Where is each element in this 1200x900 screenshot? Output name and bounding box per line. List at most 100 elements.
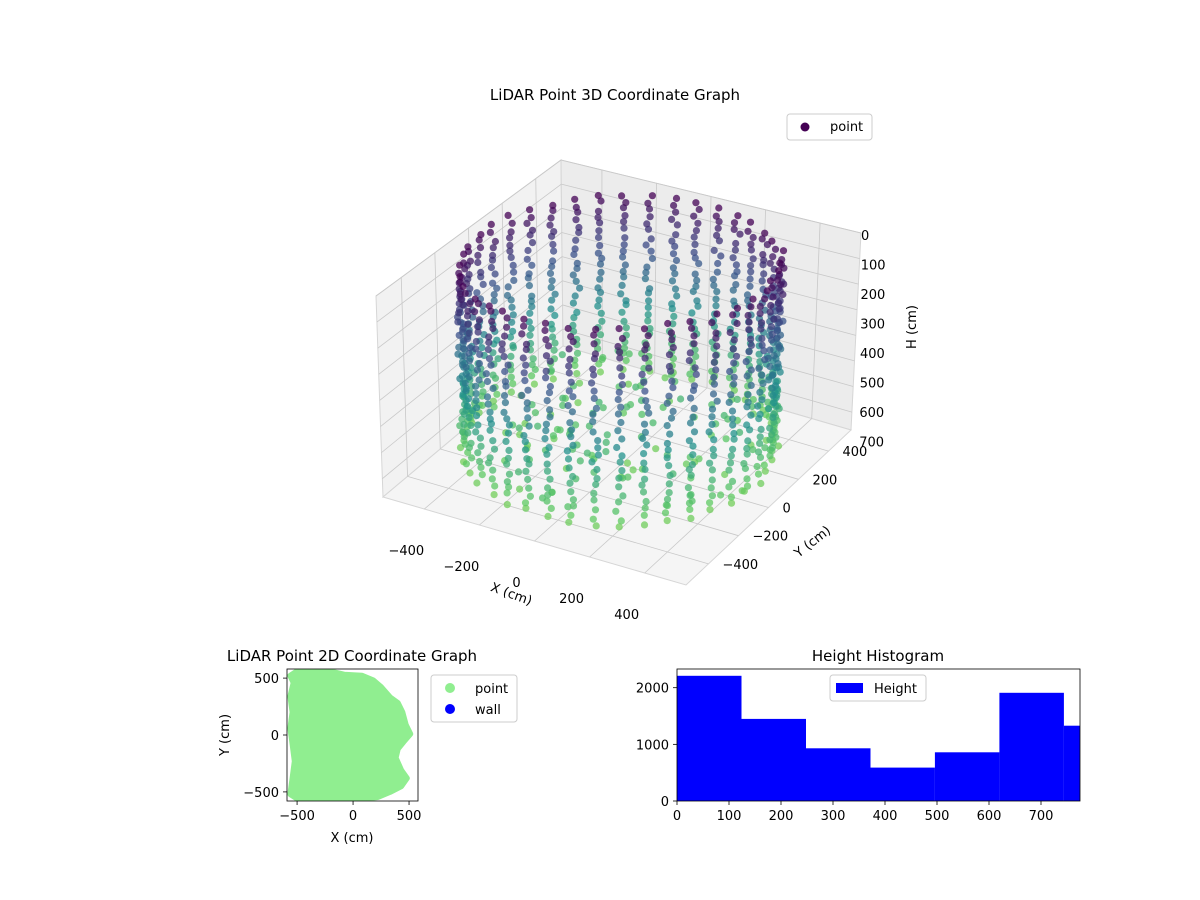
chart-3d-point (597, 268, 605, 276)
chart-3d-point (694, 302, 702, 310)
chart-3d-point (525, 270, 533, 278)
chart-3d-point (594, 191, 602, 200)
chart-3d-ztick-label: 200 (861, 288, 886, 303)
chart-3d-point (591, 350, 600, 358)
chart-3d-point (523, 399, 531, 407)
chart-3d-point (465, 357, 474, 365)
chart-3d-point (519, 354, 527, 362)
chart-3d-point (501, 367, 509, 376)
chart-3d-point (454, 318, 462, 326)
chart-3d-point (489, 384, 497, 392)
chart-3d-point (620, 224, 628, 232)
chart-3d-point (528, 372, 536, 380)
chart-3d-point (612, 507, 620, 515)
chart-3d-point (465, 271, 473, 279)
chart-3d-point (757, 425, 765, 433)
chart-2d-xlabel: X (cm) (331, 831, 374, 846)
chart-3d-point (589, 410, 597, 419)
chart-3d-point (689, 413, 697, 421)
chart-3d-point (749, 255, 757, 263)
chart-3d-gridline-y (407, 476, 709, 565)
chart-3d-point (461, 265, 469, 273)
chart-3d-point (768, 336, 776, 344)
chart-3d-point (490, 491, 498, 499)
chart-3d-point (571, 245, 579, 253)
chart-3d-point (615, 483, 623, 491)
chart-3d-point (712, 334, 720, 342)
chart-3d-point (455, 309, 463, 317)
chart-3d-point (747, 268, 755, 276)
chart-3d-ztick-label: 100 (861, 259, 886, 274)
chart-3d-point (776, 259, 784, 267)
chart-3d-gridline-y (400, 277, 408, 477)
chart-histogram-bar (806, 748, 871, 801)
chart-3d-point (731, 246, 740, 254)
chart-3d-point (566, 355, 574, 363)
chart-3d-point (563, 447, 572, 455)
chart-3d-point (708, 413, 716, 421)
chart-3d-point (597, 197, 605, 205)
chart-3d-point (713, 231, 721, 239)
chart-3d-point (503, 323, 511, 331)
chart-3d-point (504, 454, 512, 462)
chart-3d-point (691, 254, 699, 262)
chart-3d-point (521, 499, 530, 507)
chart-3d-point (507, 352, 515, 360)
chart-3d-point (594, 437, 602, 445)
chart-3d-point (758, 277, 766, 285)
chart-3d-point (590, 489, 598, 497)
chart-3d-point (616, 354, 624, 362)
chart-3d-point (544, 342, 553, 350)
chart-3d-point (619, 267, 627, 276)
chart-3d-point (624, 380, 633, 388)
chart-3d-point (648, 254, 657, 263)
chart-3d-point (684, 484, 693, 492)
chart-3d-point (747, 240, 755, 248)
chart-3d-point (602, 438, 610, 446)
chart-3d-point (641, 465, 649, 474)
chart-3d-point (475, 359, 483, 368)
chart-3d-point (755, 448, 763, 456)
chart-3d-point (743, 450, 751, 458)
chart-3d-point (524, 386, 532, 394)
chart-3d-point (505, 470, 514, 478)
chart-3d-point (522, 340, 531, 348)
chart-3d-point (547, 305, 555, 313)
chart-3d-point (472, 337, 480, 346)
chart-3d-gridline-z (562, 304, 854, 387)
chart-3d-gridline-y (538, 366, 829, 452)
chart-3d-point (523, 455, 531, 463)
chart-3d-point (666, 430, 674, 438)
chart-3d-point (456, 261, 464, 269)
chart-3d-point (665, 480, 673, 488)
chart-3d-ytick-label: 0 (783, 502, 791, 517)
chart-3d-point (589, 418, 597, 426)
chart-3d-point (690, 382, 699, 390)
chart-3d-point (710, 281, 718, 289)
chart-3d-point (726, 459, 735, 467)
chart-3d-point (569, 441, 577, 449)
chart-3d-point (759, 251, 767, 259)
chart-3d-point (485, 302, 493, 310)
chart-3d-point (779, 290, 787, 299)
chart-3d-point (615, 523, 623, 531)
chart-3d-point (477, 268, 485, 276)
chart-3d-point (620, 317, 628, 325)
chart-histogram-ytick-label: 0 (661, 795, 669, 810)
chart-3d-point (568, 426, 576, 434)
chart-3d-point (640, 511, 648, 519)
chart-3d-point (743, 291, 752, 299)
chart-3d-point (503, 314, 511, 322)
chart-3d-point (542, 367, 550, 375)
chart-3d-point (565, 369, 573, 377)
chart-3d-point (734, 212, 742, 220)
chart-3d-title: LiDAR Point 3D Coordinate Graph (490, 86, 740, 104)
chart-3d-point (522, 504, 530, 512)
chart-3d-point (520, 432, 528, 440)
chart-3d-point (583, 449, 591, 457)
chart-3d-point (548, 262, 556, 271)
chart-3d-point (486, 408, 494, 416)
chart-3d-point (727, 493, 736, 501)
chart-3d-point (525, 318, 533, 326)
chart-3d-point (524, 475, 532, 483)
